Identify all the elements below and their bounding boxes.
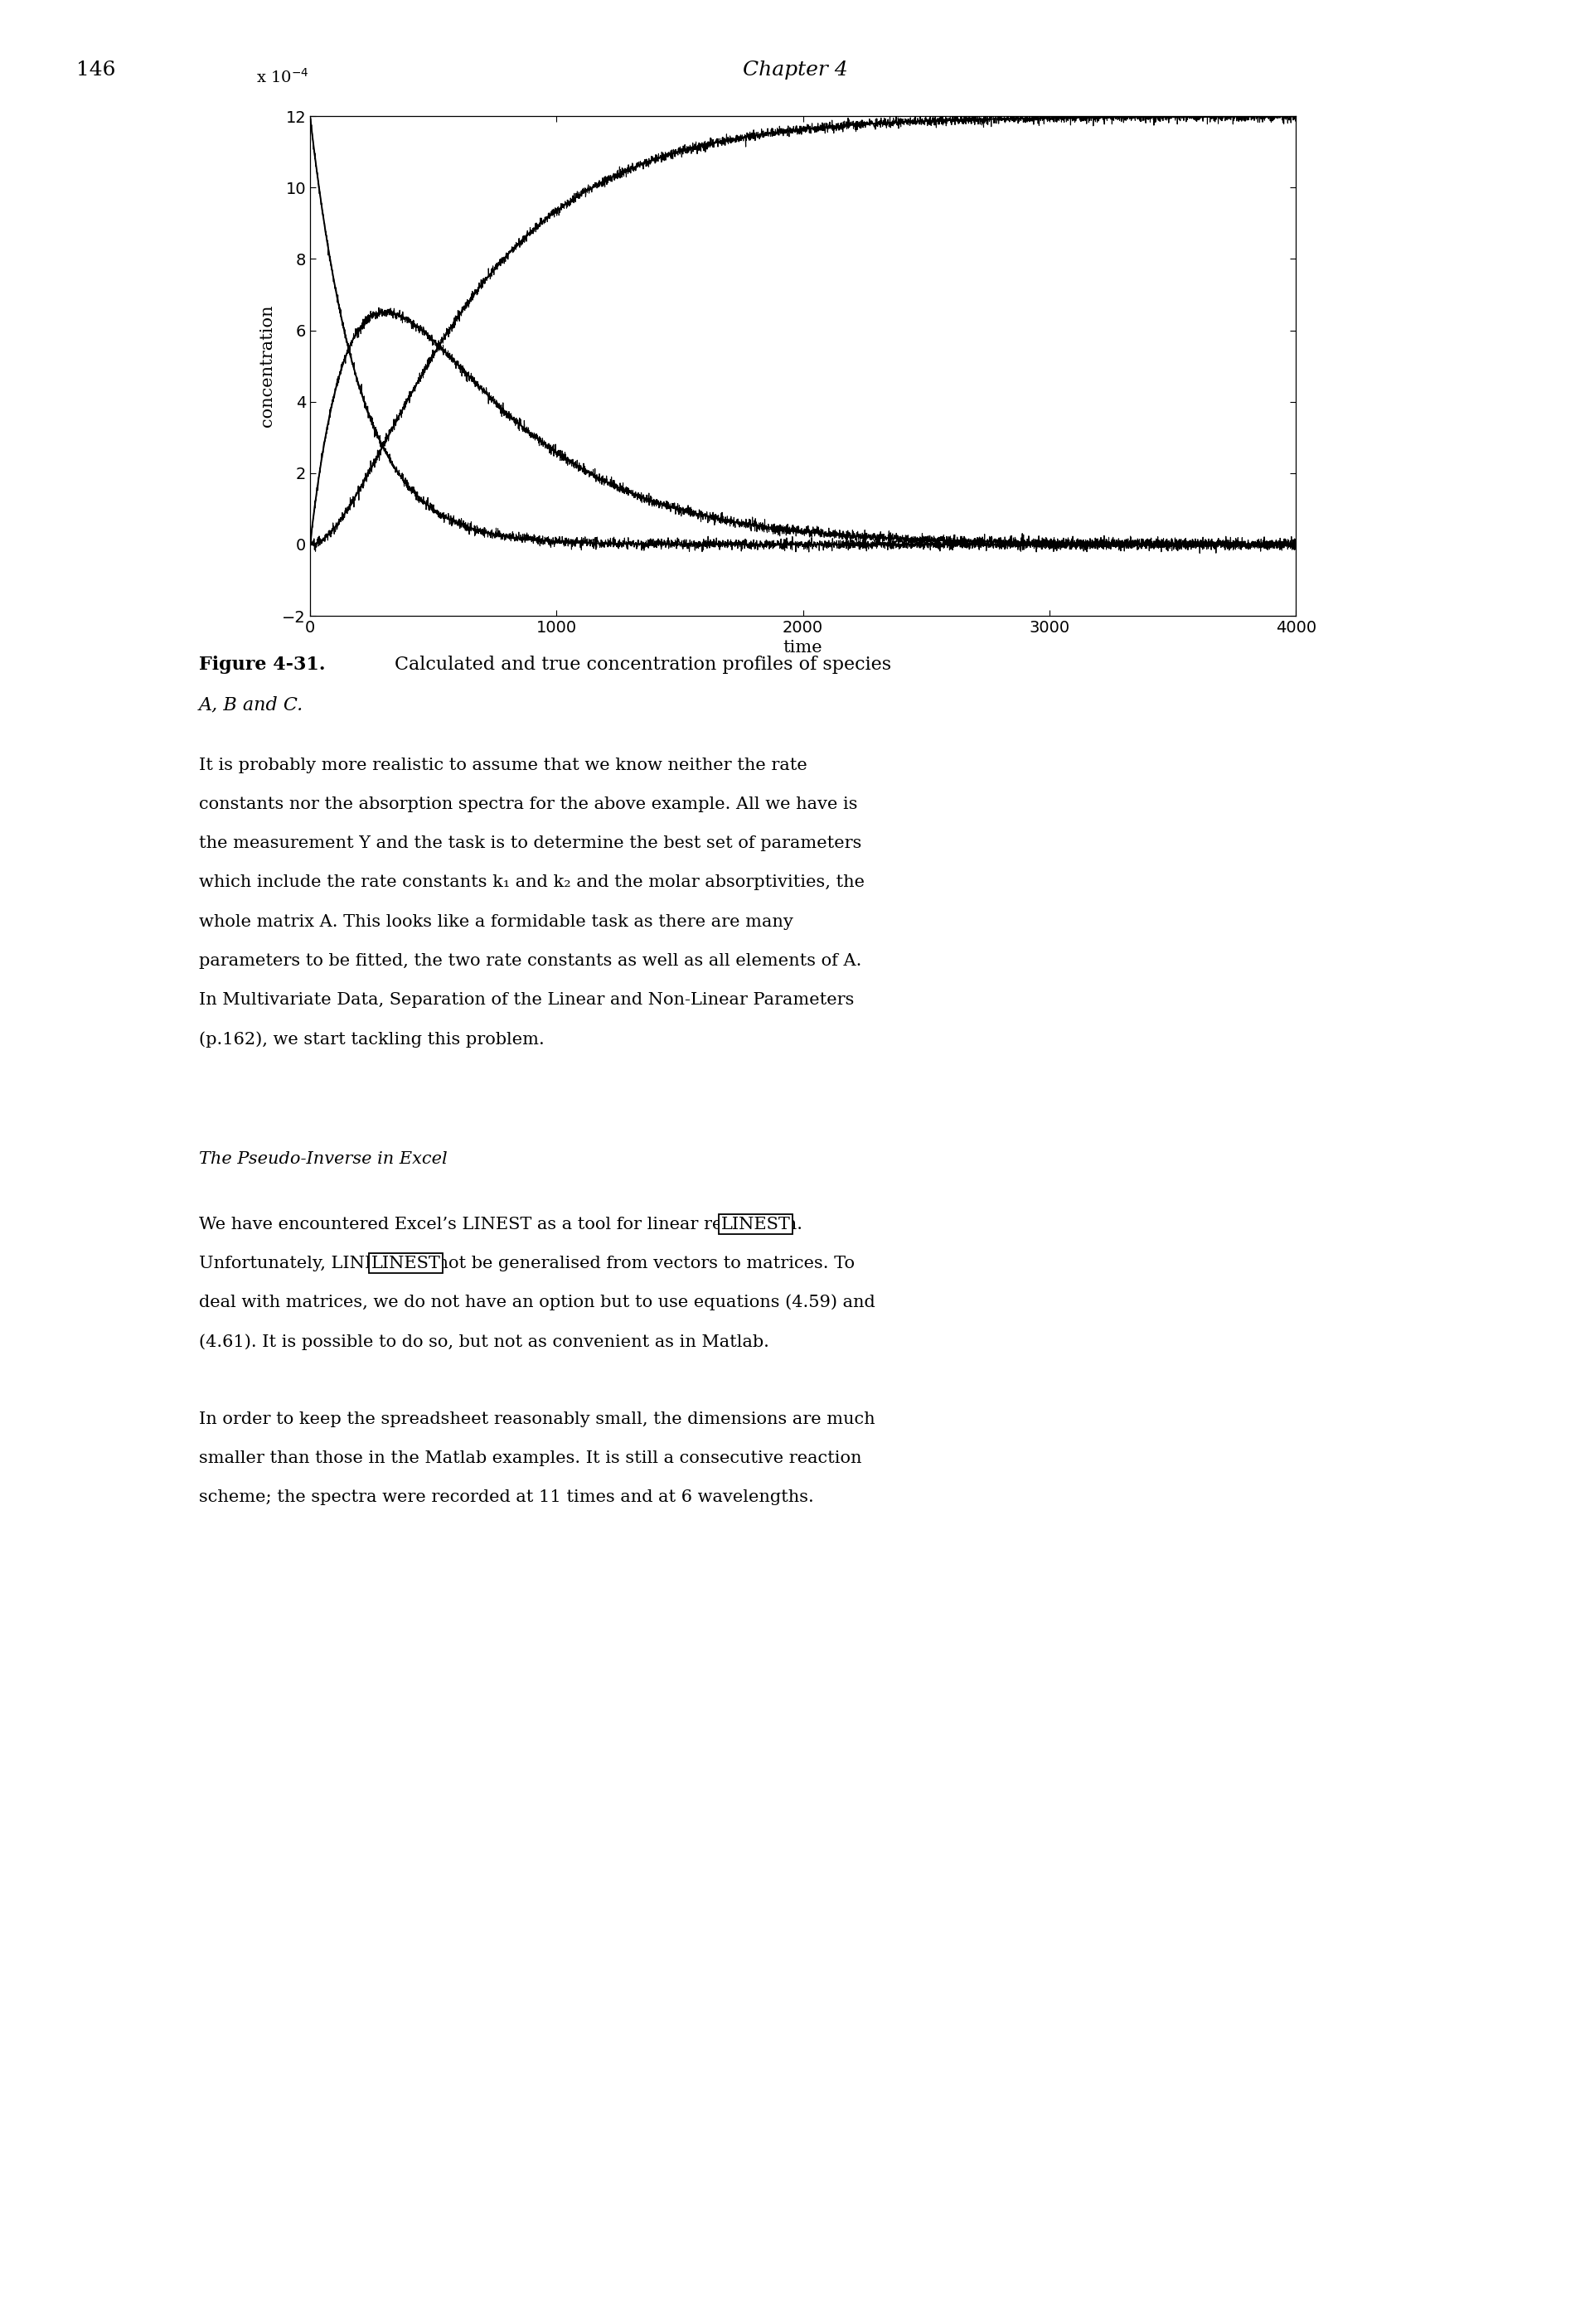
Text: A, B and C.: A, B and C. (199, 697, 304, 713)
Text: LINEST: LINEST (372, 1255, 440, 1271)
Text: whole matrix A. This looks like a formidable task as there are many: whole matrix A. This looks like a formid… (199, 913, 793, 930)
Text: (4.61). It is possible to do so, but not as convenient as in Matlab.: (4.61). It is possible to do so, but not… (199, 1334, 770, 1350)
Text: the measurement Y and the task is to determine the best set of parameters: the measurement Y and the task is to det… (199, 837, 862, 851)
Text: Calculated and true concentration profiles of species: Calculated and true concentration profil… (394, 655, 890, 674)
Text: In Multivariate Data, Separation of the Linear and Non-Linear Parameters: In Multivariate Data, Separation of the … (199, 992, 854, 1009)
Text: Unfortunately, LINEST cannot be generalised from vectors to matrices. To: Unfortunately, LINEST cannot be generali… (199, 1255, 854, 1271)
Text: scheme; the spectra were recorded at 11 times and at 6 wavelengths.: scheme; the spectra were recorded at 11 … (199, 1490, 814, 1506)
Text: deal with matrices, we do not have an option but to use equations (4.59) and: deal with matrices, we do not have an op… (199, 1294, 875, 1311)
Text: constants nor the absorption spectra for the above example. All we have is: constants nor the absorption spectra for… (199, 797, 857, 813)
Y-axis label: concentration: concentration (259, 304, 275, 428)
Text: (p.162), we start tackling this problem.: (p.162), we start tackling this problem. (199, 1032, 544, 1048)
Text: Figure 4-31.: Figure 4-31. (199, 655, 326, 674)
X-axis label: time: time (784, 639, 822, 655)
Text: In order to keep the spreadsheet reasonably small, the dimensions are much: In order to keep the spreadsheet reasona… (199, 1411, 875, 1427)
Text: smaller than those in the Matlab examples. It is still a consecutive reaction: smaller than those in the Matlab example… (199, 1450, 862, 1466)
Text: Chapter 4: Chapter 4 (743, 60, 847, 79)
Text: The Pseudo-Inverse in Excel: The Pseudo-Inverse in Excel (199, 1150, 447, 1167)
Text: parameters to be fitted, the two rate constants as well as all elements of A.: parameters to be fitted, the two rate co… (199, 953, 862, 969)
Text: x 10$^{-4}$: x 10$^{-4}$ (256, 67, 308, 86)
Text: 146: 146 (76, 60, 116, 79)
Text: It is probably more realistic to assume that we know neither the rate: It is probably more realistic to assume … (199, 758, 808, 774)
Text: We have encountered Excel’s LINEST as a tool for linear regression.: We have encountered Excel’s LINEST as a … (199, 1215, 803, 1232)
Text: which include the rate constants k₁ and k₂ and the molar absorptivities, the: which include the rate constants k₁ and … (199, 874, 865, 890)
Text: LINEST: LINEST (722, 1215, 790, 1232)
